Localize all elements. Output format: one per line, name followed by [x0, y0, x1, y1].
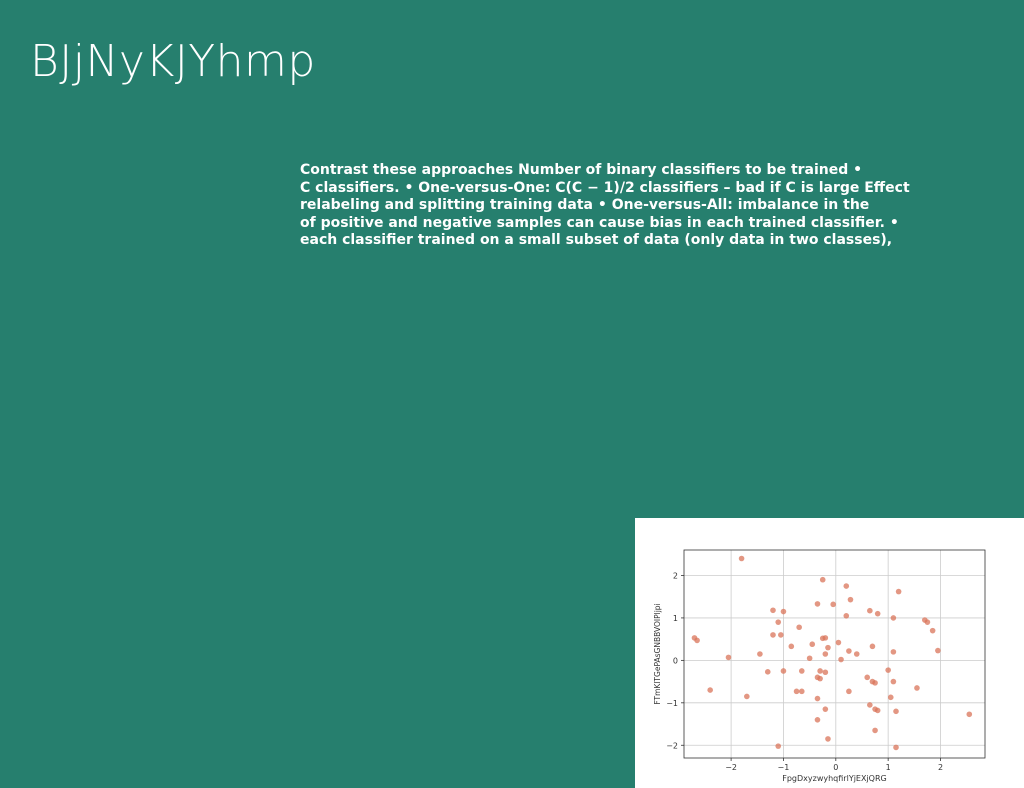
body-line: relabeling and splitting training data •…	[300, 197, 870, 213]
scatter-point	[847, 596, 854, 603]
chart-points	[691, 555, 973, 751]
scatter-point	[725, 654, 732, 661]
scatter-point	[814, 695, 821, 702]
x-tick-label: −2	[725, 763, 737, 772]
body-line: of positive and negative samples can cau…	[300, 214, 899, 231]
scatter-point	[966, 711, 973, 718]
scatter-point	[872, 727, 878, 734]
scatter-point	[822, 651, 829, 657]
scatter-point	[770, 607, 776, 614]
scatter-point	[819, 576, 826, 583]
scatter-point	[707, 687, 713, 693]
scatter-point	[780, 668, 787, 674]
y-tick-label: 1	[673, 614, 678, 623]
scatter-point	[809, 641, 816, 648]
scatter-point	[798, 688, 805, 695]
scatter-point	[872, 680, 878, 686]
scatter-point	[885, 667, 891, 673]
scatter-point	[867, 607, 873, 614]
slide-body: Contrast these approaches Number of bina…	[300, 162, 1000, 250]
scatter-point	[825, 736, 831, 742]
scatter-point	[744, 693, 750, 700]
scatter-point	[846, 648, 852, 654]
plot-frame	[683, 549, 986, 759]
scatter-point	[835, 639, 842, 646]
scatter-point	[846, 688, 852, 695]
scatter-point	[843, 612, 850, 619]
chart-grid	[684, 550, 985, 758]
scatter-point	[793, 688, 800, 695]
scatter-point	[825, 644, 831, 651]
scatter-point	[798, 668, 805, 674]
scatter-point	[817, 675, 823, 682]
scatter-point	[874, 707, 881, 714]
scatter-point	[814, 716, 821, 723]
y-tick-label: 2	[673, 571, 678, 580]
scatter-point	[738, 555, 745, 562]
x-tick-label: −1	[778, 763, 790, 772]
x-tick-label: 2	[938, 763, 943, 772]
scatter-point	[890, 615, 897, 621]
scatter-point	[867, 702, 873, 708]
scatter-point	[887, 694, 894, 701]
x-tick-label: 1	[886, 763, 891, 772]
scatter-point	[788, 643, 795, 650]
scatter-point	[775, 619, 782, 625]
scatter-point	[838, 656, 844, 663]
scatter-point	[890, 678, 897, 685]
scatter-point	[817, 668, 823, 674]
scatter-point	[822, 706, 829, 712]
scatter-point	[796, 624, 802, 631]
scatter-point	[778, 632, 784, 638]
scatter-chart: −2 −1 0 1 2 −2 −1 0 1 2 FpgDxyzwyhqfirlYjEXjQRG F…	[653, 549, 986, 783]
chart-ticks: −2 −1 0 1 2 −2 −1 0 1 2	[666, 571, 943, 772]
y-tick-label: 0	[673, 656, 678, 665]
scatter-point	[806, 655, 813, 662]
scatter-point	[757, 651, 763, 657]
scatter-chart-panel: −2 −1 0 1 2 −2 −1 0 1 2 FpgDxyzwyhqfirlYjEXjQRG F…	[635, 518, 1024, 788]
scatter-point	[775, 743, 782, 749]
scatter-point	[764, 669, 771, 675]
body-line: Contrast these approaches Number of bina…	[300, 162, 863, 178]
scatter-point	[874, 610, 881, 617]
scatter-point	[822, 635, 829, 641]
x-tick-label: 0	[833, 763, 838, 772]
scatter-point	[822, 669, 829, 676]
scatter-point	[893, 708, 899, 715]
scatter-point	[914, 685, 920, 691]
y-tick-label: −2	[666, 741, 678, 750]
scatter-point	[853, 651, 860, 657]
scatter-point	[814, 601, 821, 607]
scatter-point	[830, 601, 836, 608]
scatter-point	[843, 583, 850, 589]
scatter-point	[890, 649, 897, 655]
body-line: each classifier trained on a small subse…	[300, 232, 893, 248]
body-line: C classifiers. • One-versus-One: C(C − 1…	[300, 179, 910, 196]
scatter-point	[935, 647, 941, 654]
scatter-point	[895, 588, 902, 595]
scatter-point	[694, 637, 700, 644]
scatter-point	[929, 627, 936, 634]
x-axis-label: FpgDxyzwyhqfirlYjEXjQRG	[782, 774, 886, 783]
y-tick-label: −1	[666, 699, 678, 708]
scatter-point	[893, 744, 899, 751]
scatter-point	[924, 619, 931, 625]
scatter-point	[780, 608, 787, 615]
y-axis-label: FTmKlTGePAsGNBBVOIPljpi	[653, 603, 662, 704]
scatter-point	[864, 674, 871, 681]
slide-title: BJjNyKJYhmp	[30, 36, 316, 87]
scatter-point	[869, 643, 876, 650]
scatter-point	[770, 632, 776, 638]
